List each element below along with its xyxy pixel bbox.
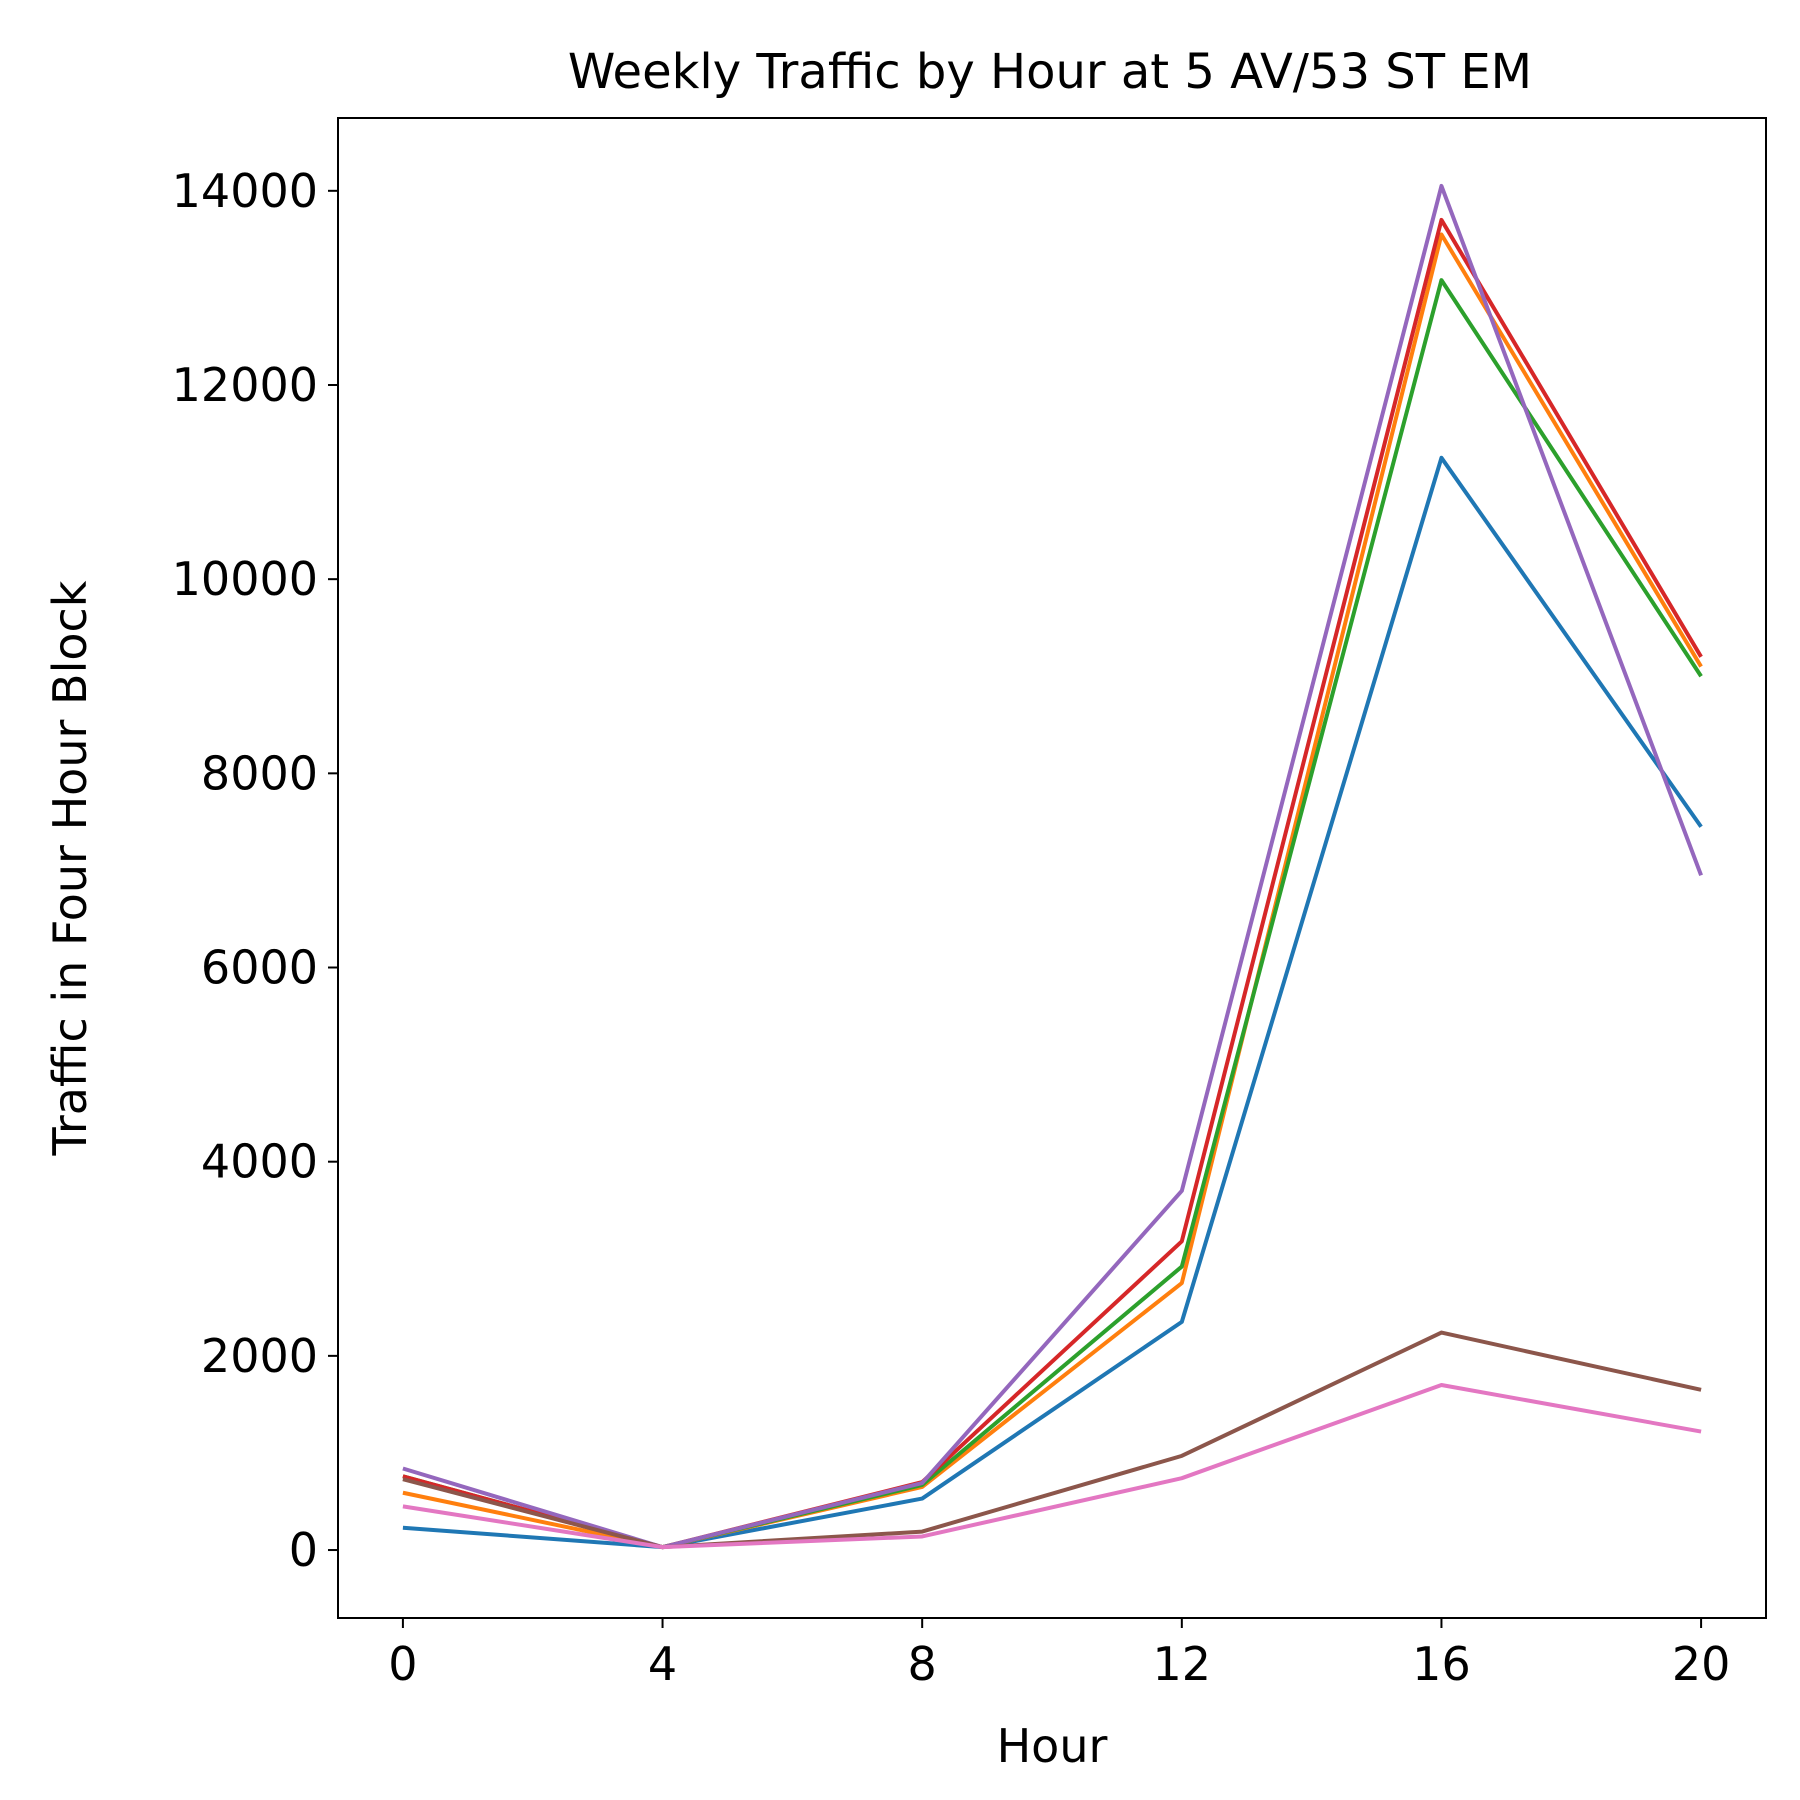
x-tick-label: 20 xyxy=(1672,1637,1731,1691)
y-tick-label: 2000 xyxy=(201,1329,318,1383)
y-tick-label: 6000 xyxy=(201,941,318,995)
x-tick-label: 16 xyxy=(1412,1637,1471,1691)
x-axis: 0 4 8 12 16 20 xyxy=(388,1618,1730,1691)
y-axis-label: Traffic in Four Hour Block xyxy=(43,580,97,1156)
y-tick-label: 10000 xyxy=(172,552,318,606)
series-line-7 xyxy=(402,1382,1702,1550)
series-layer xyxy=(402,183,1703,1550)
y-tick-label: 14000 xyxy=(172,164,318,218)
y-tick-label: 12000 xyxy=(172,358,318,412)
series-line-1 xyxy=(402,455,1703,1550)
y-axis: 0 2000 4000 6000 8000 10000 12000 14000 xyxy=(172,164,338,1577)
y-tick-label: 8000 xyxy=(201,746,318,800)
x-tick-label: 8 xyxy=(908,1637,937,1691)
y-tick-label: 0 xyxy=(289,1523,318,1577)
series-line-6 xyxy=(402,1330,1702,1550)
x-tick-label: 4 xyxy=(648,1637,677,1691)
plot-frame xyxy=(337,117,1767,1619)
x-axis-label: Hour xyxy=(997,1719,1108,1773)
x-tick-label: 0 xyxy=(388,1637,417,1691)
y-tick-label: 4000 xyxy=(201,1135,318,1189)
chart-title: Weekly Traffic by Hour at 5 AV/53 ST EM xyxy=(568,44,1532,100)
x-tick-label: 12 xyxy=(1153,1637,1212,1691)
